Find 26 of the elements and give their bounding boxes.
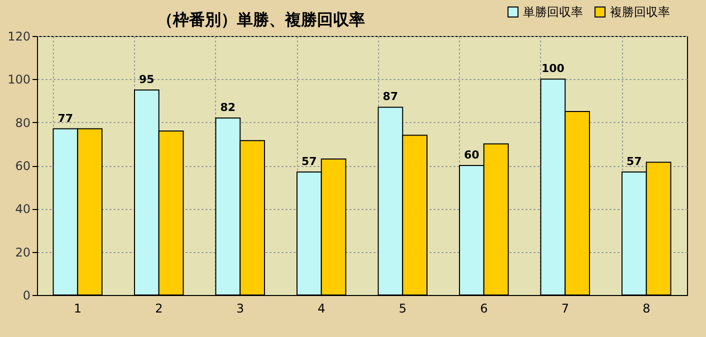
y-tick-label: 80: [15, 116, 30, 130]
x-tick-label: 7: [561, 302, 569, 316]
x-tick-label: 8: [642, 302, 650, 316]
data-label: 82: [220, 101, 236, 114]
chart-title: （枠番別）単勝、複勝回収率: [157, 10, 366, 29]
data-label: 77: [58, 112, 74, 125]
x-tick-label: 3: [236, 302, 244, 316]
legend-label: 複勝回収率: [610, 5, 670, 19]
data-label: 57: [302, 154, 317, 168]
data-label: 100: [541, 62, 565, 76]
y-tick-label: 40: [15, 202, 30, 216]
data-label: 95: [139, 72, 154, 86]
y-tick-label: 20: [15, 245, 30, 260]
data-label: 60: [464, 148, 480, 162]
y-tick-label: 120: [8, 30, 30, 44]
x-tick-label: 5: [398, 302, 406, 316]
legend-label: 単勝回収率: [523, 5, 583, 19]
data-label: 57: [626, 154, 642, 168]
y-tick-label: 60: [15, 159, 30, 173]
data-label: 87: [382, 90, 398, 104]
x-tick-label: 1: [74, 302, 82, 316]
y-tick-label: 0: [22, 288, 30, 302]
y-tick-label: 100: [8, 72, 30, 87]
x-tick-label: 6: [480, 302, 488, 316]
x-tick-label: 4: [318, 302, 326, 316]
x-tick-label: 2: [155, 302, 163, 316]
